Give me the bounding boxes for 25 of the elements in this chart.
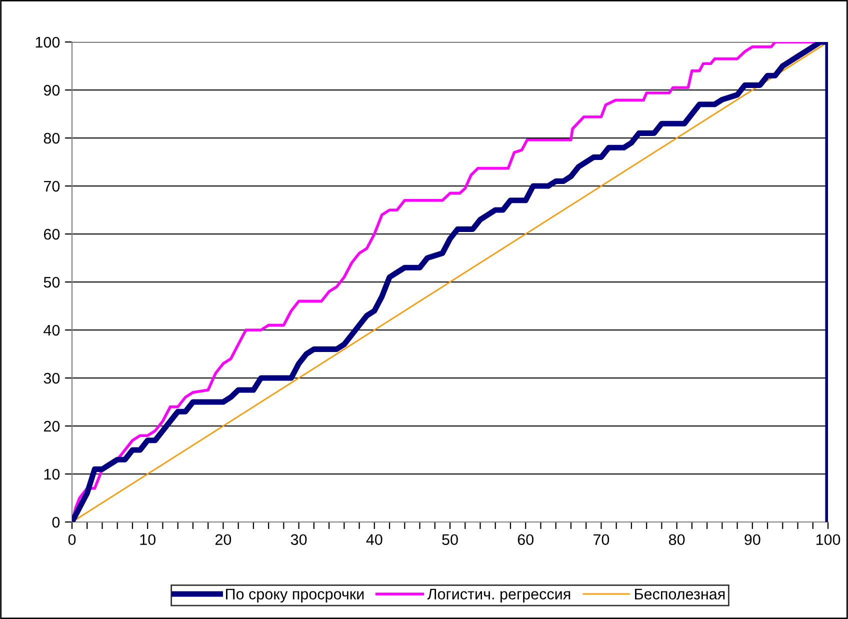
y-tick-label: 0 — [52, 516, 60, 528]
legend-label: Бесполезная — [635, 588, 725, 600]
y-tick-label: 60 — [44, 228, 60, 240]
x-tick-label: 0 — [68, 534, 76, 546]
x-tick-label: 30 — [290, 534, 307, 546]
y-tick-label: 80 — [44, 132, 60, 144]
x-tick-label: 90 — [744, 534, 760, 546]
y-tick-label: 40 — [44, 324, 60, 336]
legend-label: Логистич. регрессия — [427, 588, 570, 603]
x-tick-label: 100 — [816, 534, 840, 546]
y-tick-label: 10 — [44, 468, 60, 480]
y-tick-label: 70 — [44, 180, 60, 192]
x-tick-label: 20 — [215, 534, 232, 546]
x-tick-label: 80 — [668, 534, 685, 546]
y-tick-label: 20 — [44, 420, 60, 432]
x-tick-label: 40 — [366, 534, 382, 546]
x-tick-label: 70 — [593, 534, 610, 546]
y-tick-label: 50 — [44, 276, 60, 288]
y-tick-label: 90 — [44, 84, 60, 96]
legend-label: По сроку просрочки — [226, 588, 364, 603]
x-tick-label: 10 — [140, 534, 156, 546]
x-tick-label: 50 — [442, 534, 458, 546]
y-tick-label: 100 — [36, 36, 60, 48]
y-tick-label: 30 — [44, 372, 60, 384]
x-tick-label: 60 — [518, 534, 534, 546]
